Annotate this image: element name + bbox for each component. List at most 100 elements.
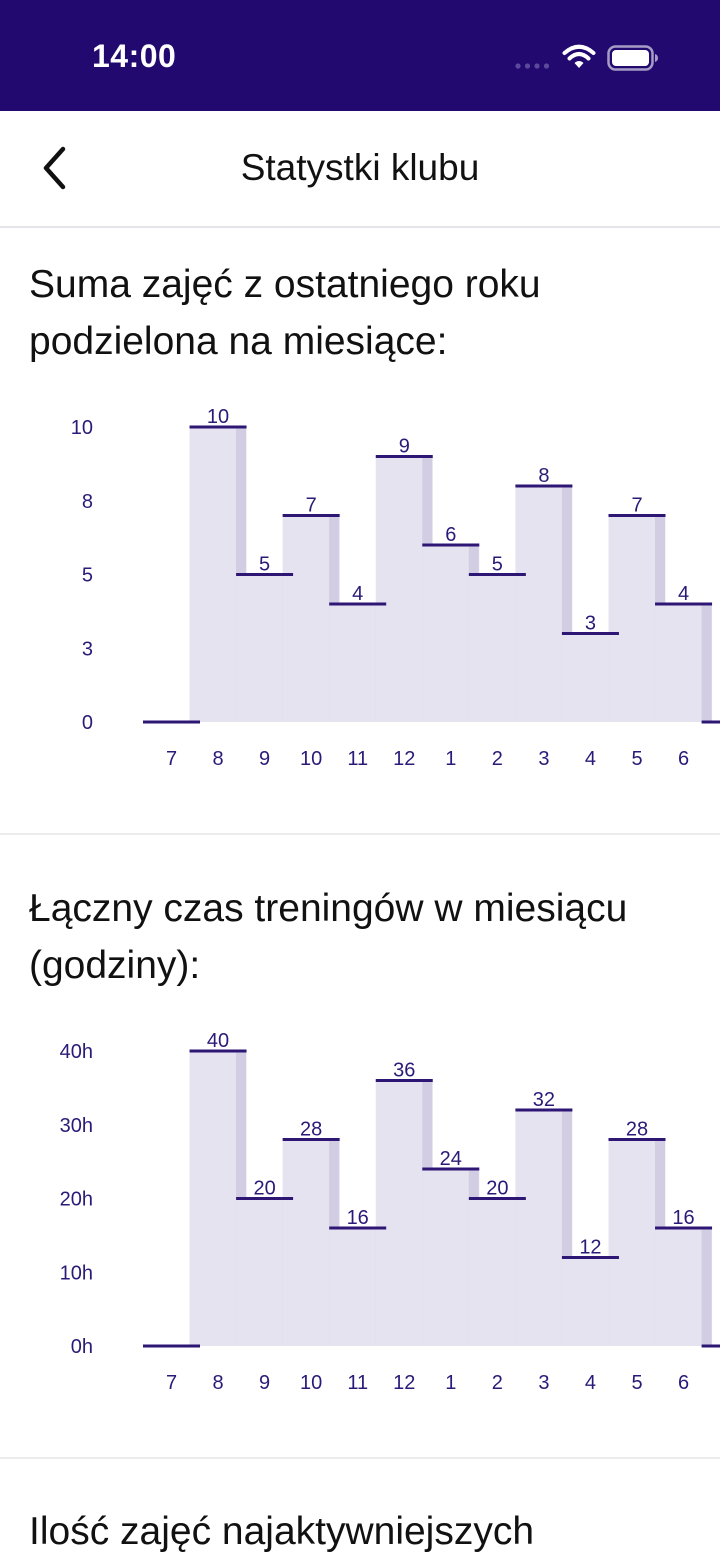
bar-top-line bbox=[282, 1138, 340, 1141]
y-tick-label: 20h bbox=[60, 1189, 93, 1211]
bar-top-line bbox=[655, 1226, 713, 1230]
x-tick-label: 5 bbox=[631, 748, 642, 770]
bar-top-line bbox=[515, 1108, 573, 1112]
data-label: 4 bbox=[352, 583, 363, 605]
section-divider bbox=[0, 833, 720, 835]
x-tick-label: 9 bbox=[259, 748, 270, 770]
bar-top-line bbox=[468, 573, 526, 576]
data-label: 24 bbox=[440, 1148, 462, 1170]
cellular-signal-icon bbox=[515, 63, 550, 69]
y-tick-label: 3 bbox=[82, 638, 93, 660]
data-label: 16 bbox=[672, 1207, 694, 1229]
x-tick-label: 8 bbox=[212, 1372, 223, 1394]
x-tick-label: 9 bbox=[259, 1372, 270, 1394]
bar-top-line bbox=[608, 514, 666, 517]
y-tick-label: 0h bbox=[71, 1336, 93, 1358]
monthly-sessions-chart: 0 3 5 8 10 7 10 8 5 9 7 10 4 11 9 12 6 1 5 2 8 3 3 4 7 5 4 6 bbox=[71, 406, 720, 770]
status-time: 14:00 bbox=[92, 38, 177, 74]
x-tick-label: 7 bbox=[166, 748, 177, 770]
bar-top-line bbox=[329, 602, 387, 606]
wifi-icon bbox=[562, 44, 596, 68]
bar-top-line bbox=[189, 425, 247, 429]
y-tick-label: 10 bbox=[71, 417, 93, 439]
x-tick-label: 2 bbox=[492, 1372, 503, 1394]
navigation-bar: Statystki klubu bbox=[0, 111, 720, 228]
x-tick-label: 10 bbox=[300, 1372, 322, 1394]
x-tick-label: 2 bbox=[492, 748, 503, 770]
y-tick-label: 0 bbox=[82, 712, 93, 734]
bar-top-line bbox=[329, 1226, 387, 1230]
bar-top-line bbox=[282, 514, 340, 517]
x-tick-label: 6 bbox=[678, 748, 689, 770]
data-label: 5 bbox=[492, 554, 503, 576]
chevron-left-icon bbox=[43, 146, 66, 190]
data-label: 40 bbox=[207, 1030, 229, 1052]
x-tick-label: 7 bbox=[166, 1372, 177, 1394]
data-label: 20 bbox=[253, 1178, 275, 1200]
x-tick-label: 3 bbox=[538, 748, 549, 770]
bar-top-line bbox=[375, 1079, 433, 1082]
bar-top-line bbox=[422, 1167, 480, 1171]
x-tick-label: 11 bbox=[347, 1372, 368, 1394]
bar-top-line bbox=[236, 573, 294, 576]
x-tick-label: 12 bbox=[393, 748, 415, 770]
bar-top-line bbox=[375, 455, 433, 458]
monthly-hours-chart: 0h10h20h30h40h74082092810161136122412023… bbox=[60, 1030, 720, 1394]
x-tick-label: 12 bbox=[393, 1372, 415, 1394]
x-tick-label: 1 bbox=[445, 1372, 456, 1394]
bar-top-line bbox=[468, 1197, 526, 1200]
x-tick-label: 1 bbox=[445, 748, 456, 770]
data-label: 8 bbox=[538, 465, 549, 487]
x-tick-label: 11 bbox=[347, 748, 368, 770]
y-tick-label: 30h bbox=[60, 1115, 93, 1137]
page-title: Statystki klubu bbox=[240, 147, 480, 188]
data-label: 10 bbox=[207, 406, 229, 428]
x-tick-label: 5 bbox=[631, 1372, 642, 1394]
bar-top-line bbox=[515, 484, 573, 488]
section-title-sessions: Suma zajęć z ostatniego roku podzielona … bbox=[29, 263, 541, 363]
data-label: 16 bbox=[347, 1207, 369, 1229]
bar-top-line bbox=[143, 720, 200, 724]
data-label: 9 bbox=[399, 436, 410, 458]
data-label: 4 bbox=[678, 583, 689, 605]
data-label: 12 bbox=[579, 1237, 601, 1259]
section-title-hours: Łączny czas treningów w miesiącu (godzin… bbox=[29, 887, 628, 987]
data-label: 7 bbox=[631, 495, 642, 517]
data-label: 36 bbox=[393, 1060, 415, 1082]
bar-top-line bbox=[422, 543, 480, 547]
bar-top-line bbox=[236, 1197, 294, 1200]
section-divider bbox=[0, 1457, 720, 1459]
data-label: 5 bbox=[259, 554, 270, 576]
bar-top-line bbox=[701, 1344, 720, 1348]
bar-top-line bbox=[561, 632, 619, 635]
data-label: 20 bbox=[486, 1178, 508, 1200]
data-label: 32 bbox=[533, 1089, 555, 1111]
y-tick-label: 8 bbox=[82, 491, 93, 513]
x-tick-label: 3 bbox=[538, 1372, 549, 1394]
x-tick-label: 6 bbox=[678, 1372, 689, 1394]
data-label: 6 bbox=[445, 524, 456, 546]
bar bbox=[655, 1228, 713, 1346]
data-label: 28 bbox=[300, 1119, 322, 1141]
status-bar: 14:00 bbox=[0, 0, 720, 111]
bar bbox=[655, 604, 713, 722]
bar-top-line bbox=[561, 1256, 619, 1259]
x-tick-label: 8 bbox=[212, 748, 223, 770]
bar-top-line bbox=[701, 720, 720, 724]
bar-top-line bbox=[143, 1344, 200, 1348]
section-title-most-active: Ilość zajęć najaktywniejszych bbox=[29, 1510, 535, 1553]
data-label: 7 bbox=[306, 495, 317, 517]
y-tick-label: 40h bbox=[60, 1041, 93, 1063]
x-tick-label: 10 bbox=[300, 748, 322, 770]
x-tick-label: 4 bbox=[585, 748, 596, 770]
y-tick-label: 5 bbox=[82, 565, 93, 587]
back-button[interactable] bbox=[26, 139, 86, 199]
battery-icon bbox=[607, 45, 658, 71]
y-tick-label: 10h bbox=[60, 1262, 93, 1284]
bar-top-line bbox=[655, 602, 713, 606]
x-tick-label: 4 bbox=[585, 1372, 596, 1394]
data-label: 28 bbox=[626, 1119, 648, 1141]
data-label: 3 bbox=[585, 613, 596, 635]
bar-top-line bbox=[189, 1049, 247, 1053]
